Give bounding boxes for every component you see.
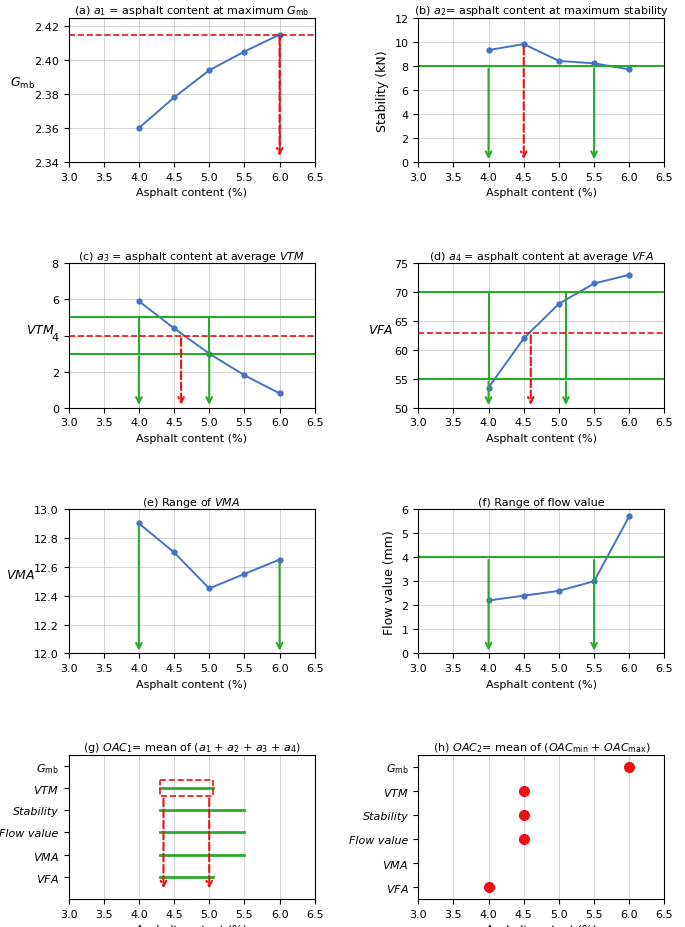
Y-axis label: $G_{\mathrm{mb}}$: $G_{\mathrm{mb}}$: [10, 76, 35, 91]
Y-axis label: $VFA$: $VFA$: [368, 324, 393, 337]
X-axis label: Asphalt content (%): Asphalt content (%): [486, 188, 597, 198]
Title: (g) $OAC_1$= mean of ($a_1$ + $a_2$ + $a_3$ + $a_4$): (g) $OAC_1$= mean of ($a_1$ + $a_2$ + $a…: [83, 741, 301, 755]
Title: (h) $OAC_2$= mean of ($OAC_{\mathrm{min}}$ + $OAC_{\mathrm{max}}$): (h) $OAC_2$= mean of ($OAC_{\mathrm{min}…: [432, 741, 650, 755]
Y-axis label: Stability (kN): Stability (kN): [376, 50, 389, 132]
Title: (e) Range of $VMA$: (e) Range of $VMA$: [142, 495, 241, 509]
Y-axis label: Flow value (mm): Flow value (mm): [383, 529, 396, 634]
Y-axis label: $VTM$: $VTM$: [26, 324, 55, 337]
Title: (b) $a_2$= asphalt content at maximum stability: (b) $a_2$= asphalt content at maximum st…: [414, 5, 669, 19]
Title: (a) $a_1$ = asphalt content at maximum $G_{\mathrm{mb}}$: (a) $a_1$ = asphalt content at maximum $…: [74, 5, 309, 19]
X-axis label: Asphalt content (%): Asphalt content (%): [136, 188, 247, 198]
X-axis label: Asphalt content (%): Asphalt content (%): [486, 679, 597, 689]
Title: (c) $a_3$ = asphalt content at average $VTM$: (c) $a_3$ = asphalt content at average $…: [78, 249, 305, 264]
X-axis label: Asphalt content (%): Asphalt content (%): [136, 679, 247, 689]
Title: (d) $a_4$ = asphalt content at average $VFA$: (d) $a_4$ = asphalt content at average $…: [429, 249, 654, 264]
X-axis label: Asphalt content (%): Asphalt content (%): [136, 924, 247, 927]
X-axis label: Asphalt content (%): Asphalt content (%): [486, 434, 597, 444]
Y-axis label: $VMA$: $VMA$: [5, 568, 34, 581]
X-axis label: Asphalt content (%): Asphalt content (%): [486, 924, 597, 927]
X-axis label: Asphalt content (%): Asphalt content (%): [136, 434, 247, 444]
Title: (f) Range of flow value: (f) Range of flow value: [478, 497, 605, 507]
